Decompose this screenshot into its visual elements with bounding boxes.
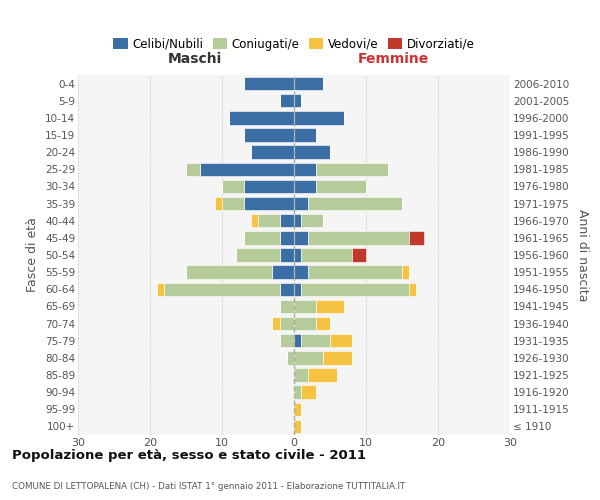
Bar bbox=[294, 146, 330, 159]
Bar bbox=[409, 231, 424, 244]
Bar bbox=[301, 214, 323, 228]
Bar bbox=[280, 94, 294, 108]
Bar bbox=[294, 266, 308, 279]
Bar bbox=[251, 146, 294, 159]
Bar bbox=[272, 266, 294, 279]
Bar bbox=[294, 94, 301, 108]
Bar bbox=[200, 162, 294, 176]
Bar bbox=[294, 162, 316, 176]
Bar bbox=[294, 197, 308, 210]
Bar bbox=[294, 248, 301, 262]
Bar bbox=[186, 266, 272, 279]
Bar bbox=[294, 351, 323, 364]
Bar bbox=[280, 300, 294, 313]
Bar bbox=[157, 282, 164, 296]
Bar bbox=[301, 386, 316, 399]
Bar bbox=[301, 282, 409, 296]
Bar bbox=[308, 266, 402, 279]
Bar bbox=[294, 300, 316, 313]
Bar bbox=[215, 197, 222, 210]
Text: Femmine: Femmine bbox=[358, 52, 429, 66]
Text: Maschi: Maschi bbox=[167, 52, 222, 66]
Bar bbox=[272, 317, 280, 330]
Bar bbox=[287, 351, 294, 364]
Bar bbox=[244, 231, 280, 244]
Bar bbox=[330, 334, 352, 347]
Bar bbox=[280, 248, 294, 262]
Bar bbox=[280, 317, 294, 330]
Bar bbox=[294, 317, 316, 330]
Bar bbox=[352, 248, 366, 262]
Bar bbox=[402, 266, 409, 279]
Bar bbox=[186, 162, 200, 176]
Bar bbox=[244, 180, 294, 193]
Text: Popolazione per età, sesso e stato civile - 2011: Popolazione per età, sesso e stato civil… bbox=[12, 450, 366, 462]
Bar bbox=[164, 282, 280, 296]
Bar bbox=[294, 368, 308, 382]
Legend: Celibi/Nubili, Coniugati/e, Vedovi/e, Divorziati/e: Celibi/Nubili, Coniugati/e, Vedovi/e, Di… bbox=[110, 34, 478, 54]
Bar bbox=[294, 214, 301, 228]
Bar bbox=[301, 334, 330, 347]
Bar bbox=[236, 248, 280, 262]
Bar bbox=[316, 162, 388, 176]
Bar bbox=[229, 111, 294, 124]
Bar bbox=[244, 128, 294, 141]
Text: COMUNE DI LETTOPALENA (CH) - Dati ISTAT 1° gennaio 2011 - Elaborazione TUTTITALI: COMUNE DI LETTOPALENA (CH) - Dati ISTAT … bbox=[12, 482, 406, 491]
Bar bbox=[308, 231, 409, 244]
Bar bbox=[280, 282, 294, 296]
Bar bbox=[258, 214, 280, 228]
Bar bbox=[294, 180, 316, 193]
Bar bbox=[244, 77, 294, 90]
Bar bbox=[301, 248, 352, 262]
Bar bbox=[316, 180, 366, 193]
Bar bbox=[222, 180, 244, 193]
Bar bbox=[308, 368, 337, 382]
Bar bbox=[294, 386, 301, 399]
Bar bbox=[294, 334, 301, 347]
Bar bbox=[294, 231, 308, 244]
Bar bbox=[244, 197, 294, 210]
Bar bbox=[280, 214, 294, 228]
Y-axis label: Fasce di età: Fasce di età bbox=[26, 218, 40, 292]
Bar bbox=[294, 128, 316, 141]
Bar bbox=[294, 402, 301, 416]
Bar bbox=[294, 111, 344, 124]
Y-axis label: Anni di nascita: Anni di nascita bbox=[576, 209, 589, 301]
Bar bbox=[280, 231, 294, 244]
Bar bbox=[251, 214, 258, 228]
Bar bbox=[308, 197, 402, 210]
Bar bbox=[294, 77, 323, 90]
Bar bbox=[323, 351, 352, 364]
Bar bbox=[409, 282, 416, 296]
Bar bbox=[316, 317, 330, 330]
Bar bbox=[316, 300, 344, 313]
Bar bbox=[280, 334, 294, 347]
Bar bbox=[294, 282, 301, 296]
Bar bbox=[222, 197, 244, 210]
Bar bbox=[294, 420, 301, 433]
